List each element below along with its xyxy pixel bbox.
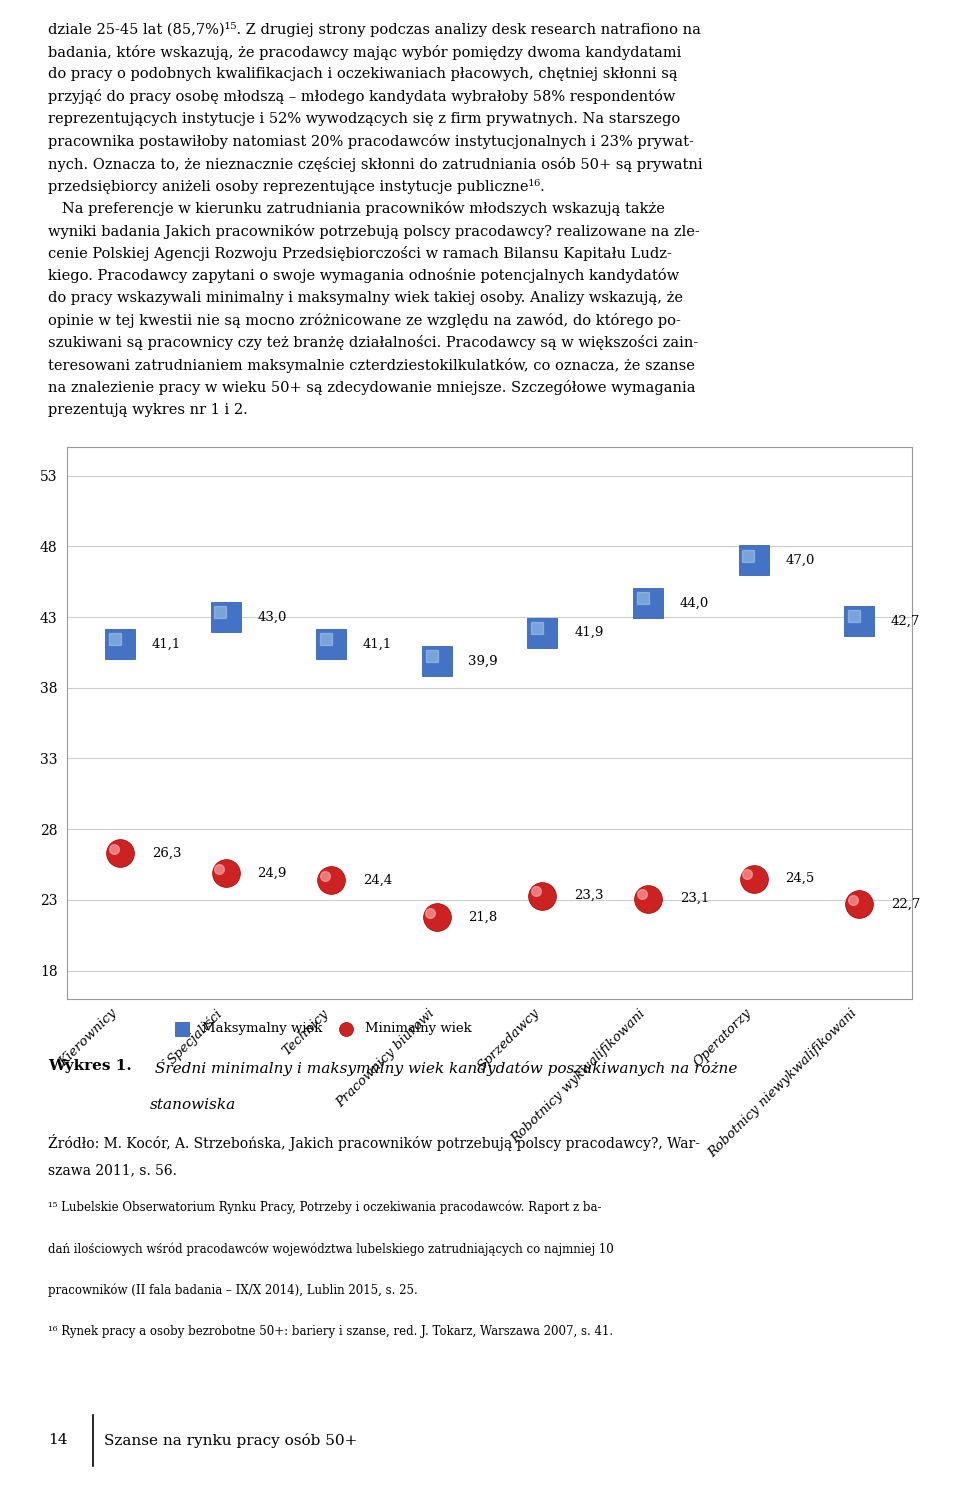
Text: 47,0: 47,0 (785, 555, 815, 567)
Text: Szanse na rynku pracy osób 50+: Szanse na rynku pracy osób 50+ (105, 1433, 357, 1448)
Text: 42,7: 42,7 (891, 614, 921, 628)
Text: teresowani zatrudnianiem maksymalnie czterdziestokilkulatków, co oznacza, że sza: teresowani zatrudnianiem maksymalnie czt… (48, 358, 695, 373)
Text: pracownika postawiłoby natomiast 20% pracodawców instytucjonalnych i 23% prywat-: pracownika postawiłoby natomiast 20% pra… (48, 134, 694, 149)
Text: 43,0: 43,0 (257, 610, 287, 623)
Text: cenie Polskiej Agencji Rozwoju Przedsiębiorczości w ramach Bilansu Kapitału Ludz: cenie Polskiej Agencji Rozwoju Przedsięb… (48, 246, 672, 261)
Text: szukiwani są pracownicy czy też branżę działalności. Pracodawcy są w większości : szukiwani są pracownicy czy też branżę d… (48, 335, 698, 350)
Text: kiego. Pracodawcy zapytani o swoje wymagania odnośnie potencjalnych kandydatów: kiego. Pracodawcy zapytani o swoje wymag… (48, 268, 679, 283)
Text: Maksymalny wiek: Maksymalny wiek (202, 1023, 322, 1035)
Text: reprezentujących instytucje i 52% wywodzących się z firm prywatnych. Na starszeg: reprezentujących instytucje i 52% wywodz… (48, 112, 681, 125)
Text: prezentują wykres nr 1 i 2.: prezentują wykres nr 1 i 2. (48, 403, 248, 416)
Text: 23,1: 23,1 (680, 892, 709, 905)
Text: dań ilościowych wśród pracodawców województwa lubelskiego zatrudniających co naj: dań ilościowych wśród pracodawców wojewó… (48, 1242, 613, 1255)
Text: dziale 25-45 lat (85,7%)¹⁵. Z drugiej strony podczas analizy desk research natra: dziale 25-45 lat (85,7%)¹⁵. Z drugiej st… (48, 22, 701, 37)
Text: 22,7: 22,7 (891, 898, 921, 911)
Text: 24,9: 24,9 (257, 866, 287, 880)
Text: Wykres 1.: Wykres 1. (48, 1059, 132, 1072)
Text: Źródło: M. Kocór, A. Strzebońska, Jakich pracowników potrzebują polscy pracodawc: Źródło: M. Kocór, A. Strzebońska, Jakich… (48, 1133, 700, 1151)
Text: Na preferencje w kierunku zatrudniania pracowników młodszych wskazują także: Na preferencje w kierunku zatrudniania p… (48, 201, 665, 216)
Text: 41,1: 41,1 (152, 638, 180, 650)
Text: ¹⁶ Rynek pracy a osoby bezrobotne 50+: bariery i szanse, red. J. Tokarz, Warszaw: ¹⁶ Rynek pracy a osoby bezrobotne 50+: b… (48, 1325, 613, 1339)
Text: do pracy o podobnych kwalifikacjach i oczekiwaniach płacowych, chętniej skłonni : do pracy o podobnych kwalifikacjach i oc… (48, 67, 678, 81)
Text: stanowiska: stanowiska (150, 1099, 236, 1112)
Text: 26,3: 26,3 (152, 847, 181, 860)
Text: 44,0: 44,0 (680, 596, 708, 610)
Text: 41,1: 41,1 (363, 638, 392, 650)
Text: 39,9: 39,9 (468, 655, 498, 668)
Text: 24,4: 24,4 (363, 874, 392, 887)
Text: 23,3: 23,3 (574, 889, 604, 902)
Text: badania, które wskazują, że pracodawcy mając wybór pomiędzy dwoma kandydatami: badania, które wskazują, że pracodawcy m… (48, 45, 682, 60)
Text: 24,5: 24,5 (785, 872, 814, 886)
Text: pracowników (II fala badania – IX/X 2014), Lublin 2015, s. 25.: pracowników (II fala badania – IX/X 2014… (48, 1284, 418, 1297)
Text: 14: 14 (48, 1433, 67, 1448)
Text: wyniki badania Jakich pracowników potrzebują polscy pracodawcy? realizowane na z: wyniki badania Jakich pracowników potrze… (48, 224, 700, 239)
Text: Średni minimalny i maksymalny wiek kandydatów poszukiwanych na różne: Średni minimalny i maksymalny wiek kandy… (150, 1059, 737, 1075)
Text: 41,9: 41,9 (574, 626, 604, 640)
Text: szawa 2011, s. 56.: szawa 2011, s. 56. (48, 1163, 177, 1176)
Text: przyjąć do pracy osobę młodszą – młodego kandydata wybrałoby 58% respondentów: przyjąć do pracy osobę młodszą – młodego… (48, 89, 676, 104)
Text: nych. Oznacza to, że nieznacznie częściej skłonni do zatrudniania osób 50+ są pr: nych. Oznacza to, że nieznacznie częście… (48, 157, 703, 171)
Text: opinie w tej kwestii nie są mocno zróżnicowane ze względu na zawód, do którego p: opinie w tej kwestii nie są mocno zróżni… (48, 313, 681, 328)
Text: na znalezienie pracy w wieku 50+ są zdecydowanie mniejsze. Szczegółowe wymagania: na znalezienie pracy w wieku 50+ są zdec… (48, 380, 695, 395)
Text: przedsiębiorcy aniżeli osoby reprezentujące instytucje publiczne¹⁶.: przedsiębiorcy aniżeli osoby reprezentuj… (48, 179, 544, 194)
Text: ¹⁵ Lubelskie Obserwatorium Rynku Pracy, Potrzeby i oczekiwania pracodawców. Rapo: ¹⁵ Lubelskie Obserwatorium Rynku Pracy, … (48, 1200, 602, 1214)
Text: Minimalny wiek: Minimalny wiek (365, 1023, 471, 1035)
Text: do pracy wskazywali minimalny i maksymalny wiek takiej osoby. Analizy wskazują, : do pracy wskazywali minimalny i maksymal… (48, 291, 683, 304)
Text: 21,8: 21,8 (468, 911, 497, 923)
